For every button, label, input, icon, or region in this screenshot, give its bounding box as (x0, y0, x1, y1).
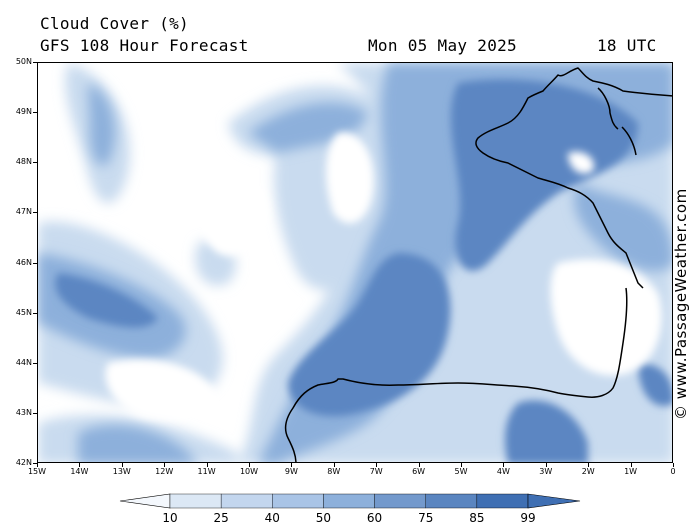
longitude-tick (291, 463, 292, 467)
longitude-tick (207, 463, 208, 467)
longitude-tick (249, 463, 250, 467)
forecast-subtitle: GFS 108 Hour Forecast (40, 36, 249, 55)
latitude-label: 45N (10, 308, 32, 317)
legend-value-label: 10 (155, 511, 185, 525)
forecast-time: 18 UTC (597, 36, 657, 55)
longitude-label: 8W (320, 467, 348, 476)
longitude-tick (631, 463, 632, 467)
legend-value-label: 40 (257, 511, 287, 525)
longitude-tick (376, 463, 377, 467)
longitude-label: 13W (108, 467, 136, 476)
legend-bin (323, 494, 374, 508)
legend-bin (170, 494, 221, 508)
longitude-label: 9W (277, 467, 305, 476)
legend-over-arrow (528, 494, 580, 508)
legend-value-label: 99 (513, 511, 543, 525)
longitude-tick (588, 463, 589, 467)
legend-value-label: 25 (206, 511, 236, 525)
longitude-tick (546, 463, 547, 467)
longitude-label: 0 (659, 467, 687, 476)
legend-bin (375, 494, 426, 508)
longitude-tick (79, 463, 80, 467)
longitude-tick (37, 463, 38, 467)
legend-bin (477, 494, 528, 508)
cloud-cover-map[interactable] (37, 62, 673, 463)
map-canvas (38, 63, 673, 463)
legend-value-label: 60 (360, 511, 390, 525)
longitude-label: 15W (23, 467, 51, 476)
longitude-label: 11W (193, 467, 221, 476)
longitude-label: 12W (150, 467, 178, 476)
longitude-label: 2W (574, 467, 602, 476)
longitude-tick (673, 463, 674, 467)
legend-value-label: 50 (308, 511, 338, 525)
legend-value-label: 85 (462, 511, 492, 525)
latitude-label: 48N (10, 157, 32, 166)
longitude-label: 10W (235, 467, 263, 476)
legend-bin (221, 494, 272, 508)
legend-value-label: 75 (411, 511, 441, 525)
latitude-tick (33, 62, 37, 63)
latitude-tick (33, 112, 37, 113)
legend-bin (426, 494, 477, 508)
longitude-label: 5W (447, 467, 475, 476)
legend-under-arrow (120, 494, 170, 508)
latitude-tick (33, 162, 37, 163)
longitude-label: 7W (362, 467, 390, 476)
longitude-label: 4W (489, 467, 517, 476)
longitude-tick (164, 463, 165, 467)
latitude-label: 47N (10, 207, 32, 216)
latitude-label: 50N (10, 57, 32, 66)
longitude-tick (461, 463, 462, 467)
longitude-tick (334, 463, 335, 467)
longitude-tick (503, 463, 504, 467)
latitude-tick (33, 413, 37, 414)
latitude-tick (33, 313, 37, 314)
watermark-text: © www.PassageWeather.com (672, 188, 690, 420)
forecast-date: Mon 05 May 2025 (368, 36, 517, 55)
longitude-label: 14W (65, 467, 93, 476)
longitude-tick (122, 463, 123, 467)
longitude-label: 6W (405, 467, 433, 476)
longitude-tick (419, 463, 420, 467)
legend-bin (272, 494, 323, 508)
longitude-label: 3W (532, 467, 560, 476)
latitude-tick (33, 212, 37, 213)
chart-title: Cloud Cover (%) (40, 14, 189, 33)
legend-colorbar (0, 488, 700, 525)
latitude-label: 44N (10, 358, 32, 367)
latitude-label: 42N (10, 458, 32, 467)
latitude-label: 46N (10, 258, 32, 267)
latitude-tick (33, 363, 37, 364)
latitude-tick (33, 263, 37, 264)
latitude-label: 43N (10, 408, 32, 417)
longitude-label: 1W (617, 467, 645, 476)
latitude-label: 49N (10, 107, 32, 116)
